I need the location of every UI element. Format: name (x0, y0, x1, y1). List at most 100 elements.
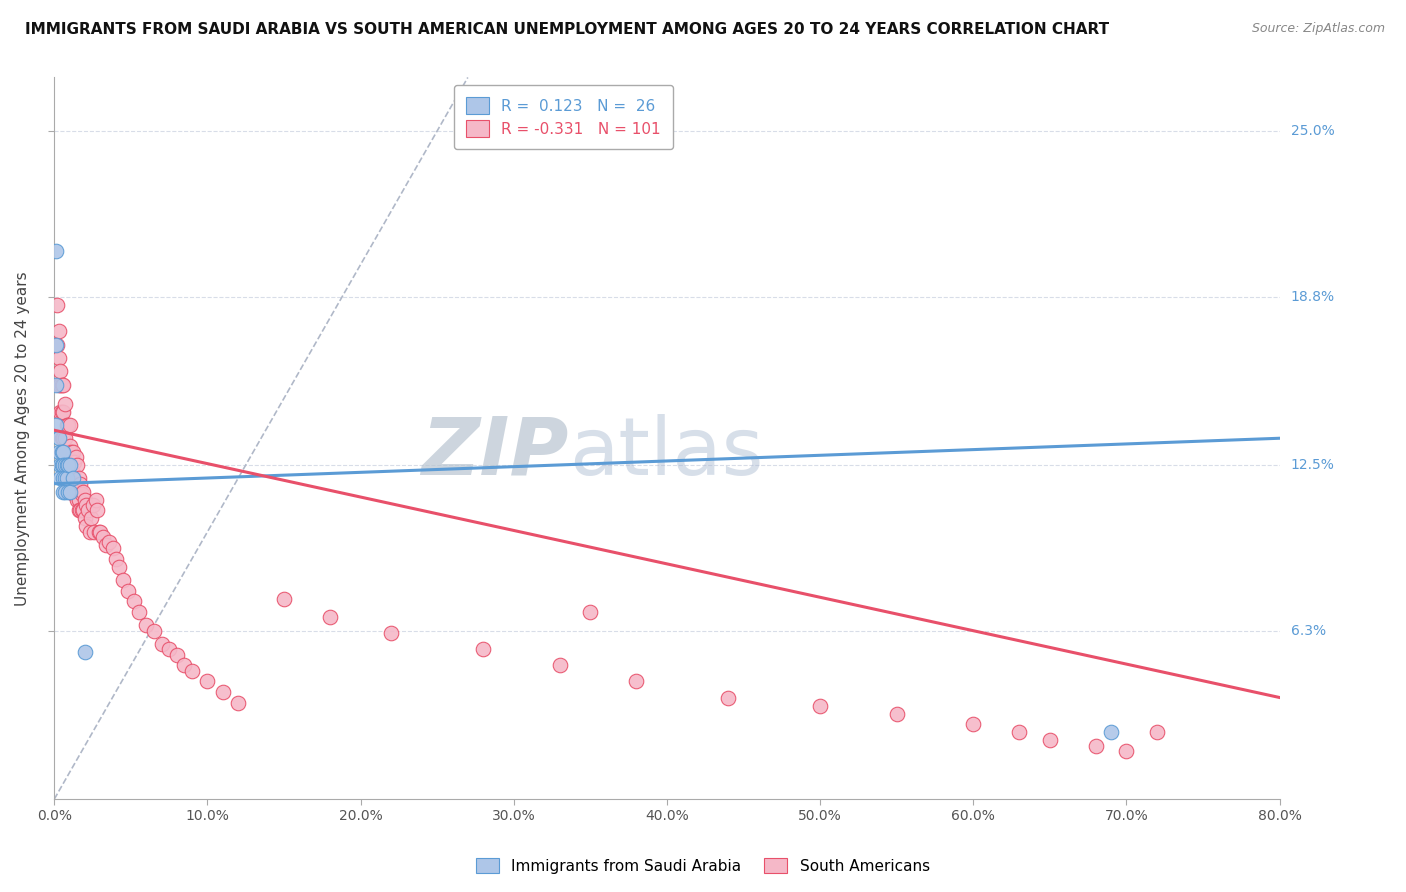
Point (62, 484, 84, 499)
Point (46, 297, 69, 311)
Text: Source: ZipAtlas.com: Source: ZipAtlas.com (1251, 22, 1385, 36)
Point (66, 476, 89, 491)
Point (117, 583, 139, 598)
Point (181, 664, 204, 678)
Point (49, 458, 72, 472)
Point (45, 244, 67, 259)
Point (112, 573, 135, 587)
Point (62, 444, 84, 458)
Point (63, 455, 86, 469)
Point (226, 696, 249, 710)
Point (122, 594, 145, 608)
Point (67, 503, 90, 517)
Point (59, 484, 82, 499)
Point (45, 377, 67, 392)
Point (1039, 733, 1062, 747)
Point (51, 377, 73, 392)
Point (717, 690, 740, 705)
Point (101, 541, 124, 555)
Point (1084, 739, 1107, 753)
Point (56, 458, 79, 472)
Point (380, 626, 402, 640)
Point (52, 431, 75, 445)
Point (1099, 725, 1122, 739)
Point (962, 717, 984, 731)
Point (59, 484, 82, 499)
Point (72, 503, 94, 517)
Point (211, 685, 233, 699)
Point (55, 471, 77, 485)
Point (83, 524, 105, 539)
Point (91, 530, 114, 544)
Point (472, 642, 495, 657)
Text: IMMIGRANTS FROM SAUDI ARABIA VS SOUTH AMERICAN UNEMPLOYMENT AMONG AGES 20 TO 24 : IMMIGRANTS FROM SAUDI ARABIA VS SOUTH AM… (25, 22, 1109, 37)
Point (84, 492, 107, 507)
Point (96, 538, 118, 552)
Point (142, 624, 165, 638)
Text: ZIP: ZIP (422, 414, 569, 491)
Point (52, 484, 75, 499)
Point (107, 559, 129, 574)
Point (67, 492, 90, 507)
Text: 18.8%: 18.8% (1291, 290, 1334, 303)
Point (89, 524, 111, 539)
Point (808, 698, 831, 713)
Point (69, 476, 91, 491)
Point (59, 458, 82, 472)
Point (59, 471, 82, 485)
Point (79, 524, 101, 539)
Point (45, 417, 67, 432)
Point (48, 377, 70, 392)
Point (53, 396, 76, 410)
Point (49, 404, 72, 418)
Point (53, 484, 76, 499)
Point (56, 484, 79, 499)
Point (49, 377, 72, 392)
Point (87, 524, 110, 539)
Point (55, 444, 77, 458)
Point (886, 706, 908, 721)
Point (53, 458, 76, 472)
Point (45, 337, 67, 351)
Point (53, 431, 76, 445)
Point (59, 458, 82, 472)
Point (55, 471, 77, 485)
Point (60, 471, 83, 485)
Point (67, 471, 90, 485)
Point (75, 498, 97, 512)
Point (63, 487, 86, 501)
Point (48, 324, 70, 338)
Point (51, 431, 73, 445)
Text: 12.5%: 12.5% (1291, 458, 1334, 472)
Point (53, 458, 76, 472)
Point (626, 674, 648, 689)
Point (73, 492, 96, 507)
Point (157, 642, 180, 657)
Point (72, 484, 94, 499)
Point (70, 487, 93, 501)
Point (52, 444, 75, 458)
Text: atlas: atlas (569, 414, 763, 491)
Point (52, 377, 75, 392)
Point (82, 498, 104, 512)
Point (70, 503, 93, 517)
Point (56, 417, 79, 432)
Point (319, 610, 342, 624)
Point (86, 503, 108, 517)
Point (197, 674, 219, 689)
Point (52, 444, 75, 458)
Point (59, 417, 82, 432)
Text: 25.0%: 25.0% (1291, 124, 1334, 138)
Point (273, 591, 295, 606)
Point (98, 535, 121, 549)
Point (51, 444, 73, 458)
Point (66, 492, 89, 507)
Point (73, 645, 96, 659)
Point (49, 471, 72, 485)
Point (48, 351, 70, 365)
Point (56, 458, 79, 472)
Point (150, 637, 173, 651)
Point (104, 551, 127, 566)
Point (51, 444, 73, 458)
Point (135, 618, 157, 632)
